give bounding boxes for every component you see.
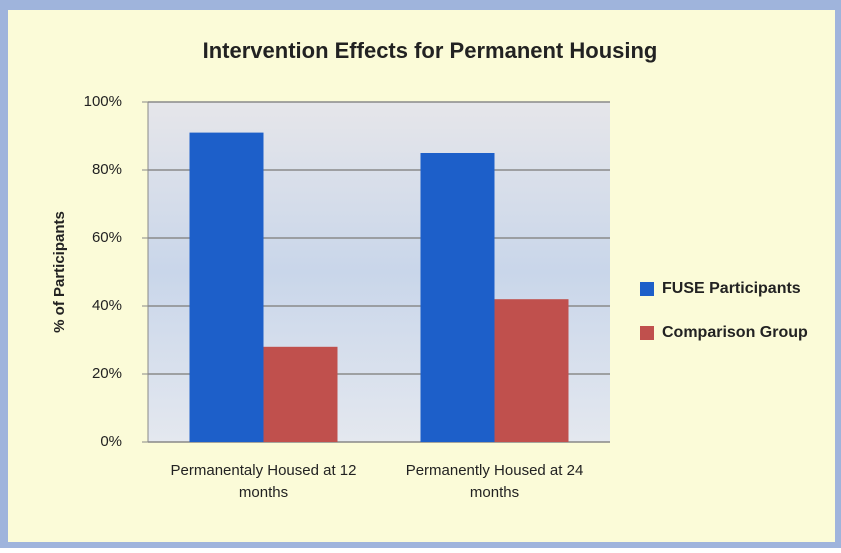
y-tick-label: 80% (92, 161, 122, 178)
legend-label: FUSE Participants (662, 280, 801, 297)
bar (420, 153, 495, 442)
y-axis-label: % of Participants (51, 211, 68, 333)
bar (494, 299, 569, 442)
y-tick-label: 20% (92, 365, 122, 382)
chart-title: Intervention Effects for Permanent Housi… (203, 38, 658, 63)
y-tick-label: 60% (92, 229, 122, 246)
x-tick-label: Permanently Housed at 24 months (405, 462, 584, 501)
y-tick-label: 40% (92, 297, 122, 314)
legend-swatch (640, 326, 654, 340)
x-tick-label: Permanentaly Housed at 12 months (170, 462, 357, 501)
y-tick-label: 100% (84, 93, 122, 110)
bar (189, 132, 264, 442)
legend-swatch (640, 282, 654, 296)
bar (263, 346, 338, 442)
legend-label: Comparison Group (662, 324, 808, 341)
y-tick-label: 0% (100, 433, 122, 450)
